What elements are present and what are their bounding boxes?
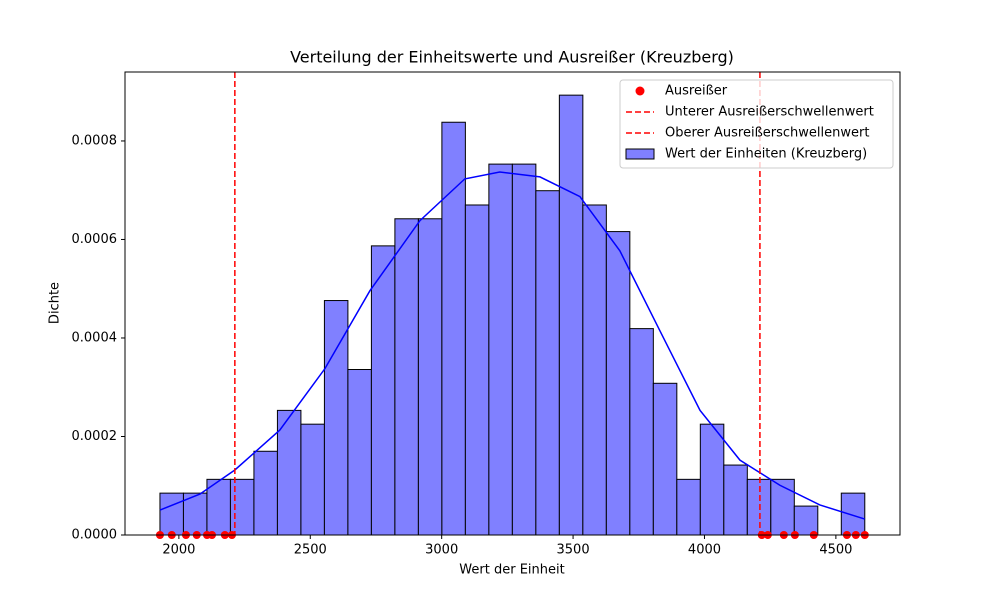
chart-title: Verteilung der Einheitswerte und Ausreiß… bbox=[290, 48, 734, 67]
plot-area bbox=[155, 72, 869, 539]
x-tick-label: 4500 bbox=[819, 543, 852, 558]
bar bbox=[417, 218, 443, 536]
bar bbox=[558, 94, 584, 536]
bar bbox=[441, 121, 466, 536]
y-tick-label: 0.0000 bbox=[72, 528, 118, 543]
bar bbox=[746, 478, 772, 536]
bar bbox=[582, 204, 607, 536]
legend-label: Unterer Ausreißerschwellenwert bbox=[665, 105, 874, 120]
bar bbox=[793, 505, 819, 536]
bar bbox=[370, 245, 396, 536]
bar bbox=[770, 478, 795, 536]
y-tick-label: 0.0002 bbox=[72, 429, 118, 444]
x-tick-label: 4000 bbox=[688, 543, 721, 558]
x-tick-label: 2000 bbox=[162, 543, 195, 558]
legend-box bbox=[619, 79, 894, 169]
x-axis-label: Wert der Einheit bbox=[459, 563, 564, 578]
bar bbox=[229, 478, 255, 536]
axes-frame bbox=[124, 71, 901, 536]
x-tick-label: 3500 bbox=[557, 543, 590, 558]
legend-label: Oberer Ausreißerschwellenwert bbox=[665, 126, 869, 141]
x-tick-label: 2500 bbox=[294, 543, 327, 558]
bar bbox=[699, 423, 725, 536]
bar bbox=[605, 231, 631, 536]
bar bbox=[300, 423, 325, 536]
bar bbox=[629, 328, 654, 536]
x-tick-label: 3000 bbox=[425, 543, 458, 558]
bar bbox=[511, 163, 537, 536]
y-axis-label: Dichte bbox=[48, 282, 63, 324]
bar bbox=[840, 492, 866, 536]
bar bbox=[488, 163, 513, 536]
legend-marker bbox=[625, 148, 655, 160]
bar bbox=[394, 218, 419, 536]
legend: Ausreißer Unterer Ausreißerschwellenwert O… bbox=[619, 79, 894, 169]
bar bbox=[159, 492, 184, 536]
bar bbox=[253, 450, 278, 536]
bar bbox=[464, 204, 490, 536]
bar bbox=[723, 464, 748, 536]
legend-label: Wert der Einheiten (Kreuzberg) bbox=[665, 147, 867, 162]
kde-line bbox=[159, 171, 866, 520]
bar bbox=[676, 478, 701, 536]
legend-marker bbox=[635, 86, 645, 96]
legend-label: Ausreißer bbox=[665, 84, 728, 99]
bar bbox=[535, 190, 560, 536]
y-tick-label: 0.0006 bbox=[72, 232, 118, 247]
y-tick-label: 0.0004 bbox=[72, 330, 118, 345]
bar bbox=[652, 382, 678, 536]
y-tick-label: 0.0008 bbox=[72, 133, 118, 148]
bar bbox=[347, 369, 372, 536]
